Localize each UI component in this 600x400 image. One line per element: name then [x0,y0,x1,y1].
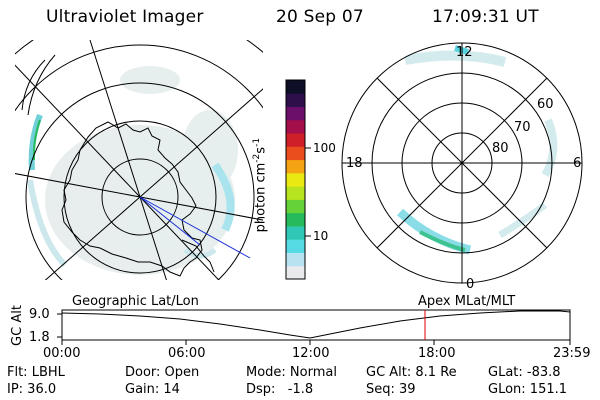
colorbar-segment [286,265,305,280]
colorbar-segment [286,146,305,161]
timeline-xtick-1200: 12:00 [292,346,330,361]
outer-grid-arcs [21,54,56,116]
colorbar-segment [286,159,305,174]
meta-gain: Gain: 14 [125,382,180,397]
colorbar-segment [286,199,305,214]
meta-gc-alt: GC Alt: 8.1 Re [366,365,457,380]
colorbar-label: photon cm-2s-1 [252,137,269,233]
timeline-right-title: Apex MLat/MLT [418,294,516,309]
timeline-left-title: Geographic Lat/Lon [72,294,199,309]
colorbar-segment [286,225,305,240]
aurora-night [396,208,472,255]
meta-dsp: Dsp: -1.8 [246,382,314,397]
aurora-dawn [541,118,558,178]
observation-time: 17:09:31 UT [432,7,539,27]
mlt-label-0: 0 [466,277,475,292]
orbit-timeline [57,309,571,345]
lat-label-80: 80 [492,141,509,156]
magnetic-polar-plot [341,42,583,284]
colorbar-tick-label-100: 100 [313,141,336,155]
timeline-xtick-0600: 06:00 [168,346,206,361]
timeline-xtick-0000: 00:00 [43,346,81,361]
meta-seq: Seq: 39 [366,382,416,397]
colorbar-frame [285,79,306,280]
lat-label-70: 70 [514,120,531,135]
noon-meridian-line [139,196,251,259]
app-title: Ultraviolet Imager [46,7,204,27]
meta-mode: Mode: Normal [246,365,337,380]
lat-label-60: 60 [537,97,554,112]
colorbar-segment [286,172,305,187]
peninsula-coastline [181,239,215,273]
colorbar-tick-label-10: 10 [313,229,329,243]
timeline-xtick-1800: 18:00 [418,346,456,361]
colorbar-segment [286,119,305,134]
meta-glat: GLat: -83.8 [488,365,561,380]
aurora-dayside [404,50,507,67]
meta-door: Door: Open [125,365,200,380]
longitude-lines [15,40,263,280]
timeline-xtick-2359: 23:59 [553,346,591,361]
aurora-background-speckle [45,66,238,275]
colorbar-segment [286,106,305,121]
antarctica-coastline [61,121,203,277]
colorbar-segment [286,93,305,108]
timeline-ytick-9: 9.0 [29,307,50,322]
colorbar-segment [286,186,305,200]
colorbar-segment [286,252,305,267]
latitude-rings [15,40,263,280]
observation-date: 20 Sep 07 [276,7,364,27]
mlt-label-12: 12 [456,45,473,60]
colorbar-segment [286,212,305,227]
colorbar-segment [286,80,305,94]
colorbar-segment [286,239,305,253]
mlt-label-6: 6 [573,156,582,171]
spin-axis-line [139,196,201,246]
mlt-label-18: 18 [346,156,363,171]
colorbar-segment [286,133,305,147]
meta-filter: Flt: LBHL [7,365,65,380]
aurora-arc-left [27,113,235,268]
altitude-curve [61,310,571,339]
meta-glon: GLon: 151.1 [488,382,568,397]
geographic-map [15,40,263,280]
colorbar [286,80,305,280]
timeline-ytick-1-8: 1.8 [29,330,50,345]
timeline-ylabel: GC Alt [9,305,25,346]
meta-ip: IP: 36.0 [7,382,57,397]
